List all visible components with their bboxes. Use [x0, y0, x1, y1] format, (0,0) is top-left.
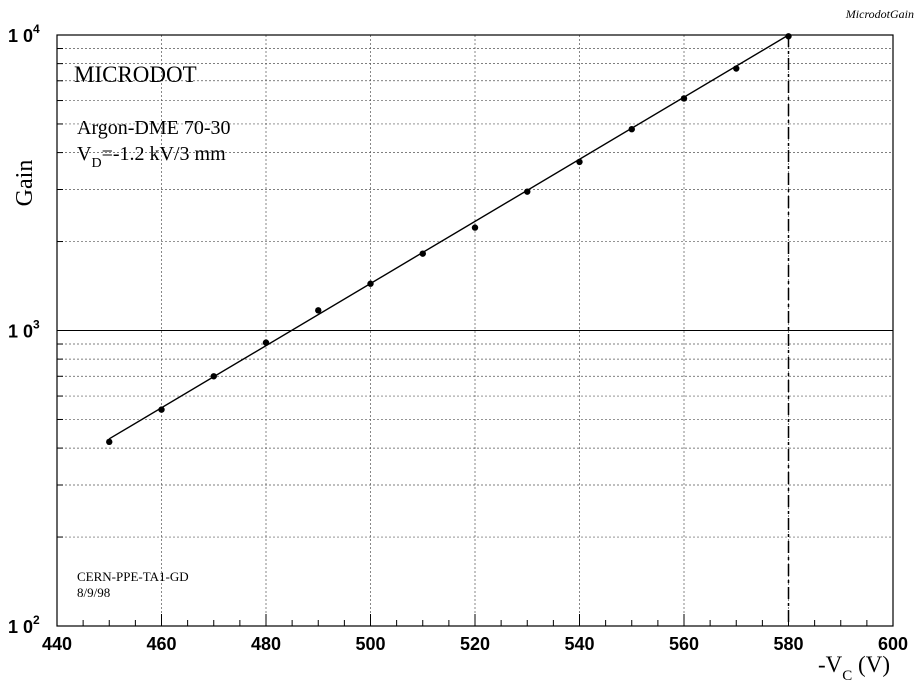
x-axis-label-prefix: -V: [818, 652, 843, 677]
grid-lines: [56, 35, 894, 626]
x-tick-labels: 440 460 480 500 520 540 560 580 600: [42, 634, 908, 654]
x-tick-label: 520: [460, 634, 490, 654]
x-tick-label: 600: [878, 634, 908, 654]
data-point: [367, 280, 374, 287]
x-axis-label: -VC (V): [818, 652, 890, 684]
x-tick-label: 480: [251, 634, 281, 654]
drift-sub: D: [91, 156, 101, 171]
x-axis-label-sub: C: [842, 668, 852, 684]
x-tick-label: 560: [669, 634, 699, 654]
x-axis-label-suffix: (V): [852, 652, 890, 677]
drift-prefix: V: [77, 143, 92, 165]
x-tick-label: 580: [773, 634, 803, 654]
data-point: [262, 339, 270, 346]
x-tick-label: 540: [564, 634, 594, 654]
data-point: [106, 438, 113, 446]
annotation-title: MICRODOT: [74, 62, 197, 87]
data-point: [785, 33, 792, 40]
credit-line-1: CERN-PPE-TA1-GD: [77, 569, 189, 584]
data-point: [315, 307, 322, 314]
data-point: [628, 125, 635, 133]
drift-value: =-1.2 kV/3 mm: [102, 143, 226, 165]
data-point: [158, 406, 165, 413]
data-point: [524, 188, 531, 195]
fit-line: [108, 34, 789, 440]
annotation-drift: VD=-1.2 kV/3 mm: [77, 143, 226, 171]
y-axis-label: Gain: [12, 160, 38, 207]
y-tick-label: 1 04: [8, 22, 40, 46]
header-tag: MicrodotGain: [845, 7, 914, 21]
data-point: [680, 95, 688, 102]
data-point: [471, 224, 479, 231]
x-tick-label: 500: [355, 634, 385, 654]
axis-ticks: [56, 34, 894, 627]
y-tick-label: 1 02: [8, 613, 40, 637]
y-tick-label: 1 03: [8, 318, 40, 342]
annotation-gas: Argon-DME 70-30: [77, 117, 231, 139]
credit-line-2: 8/9/98: [77, 585, 110, 600]
y-tick-labels: 1 02 1 03 1 04: [8, 22, 40, 637]
data-point: [210, 373, 217, 380]
data-point: [576, 158, 583, 166]
data-points: [106, 33, 792, 446]
data-point: [419, 250, 426, 257]
x-tick-label: 440: [42, 634, 72, 654]
x-tick-label: 460: [146, 634, 176, 654]
data-point: [733, 65, 740, 72]
